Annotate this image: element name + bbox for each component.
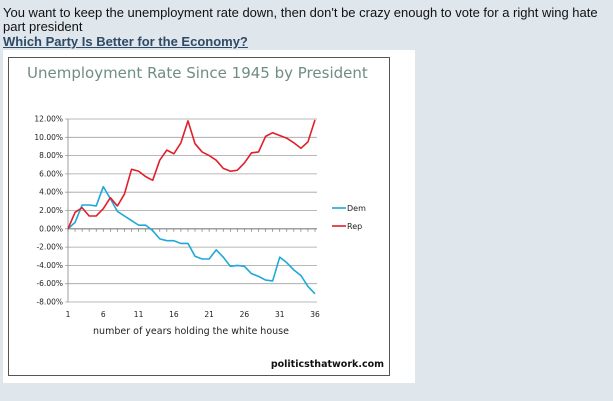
post-text: You want to keep the unemployment rate d… — [3, 5, 598, 34]
legend-label-rep: Rep — [347, 222, 362, 231]
y-tick-label: 2.00% — [39, 206, 63, 215]
x-tick-label: 21 — [204, 310, 214, 319]
chart-title: Unemployment Rate Since 1945 by Presiden… — [27, 64, 368, 82]
x-axis-label: number of years holding the white house — [93, 326, 289, 337]
x-tick-label: 36 — [310, 310, 320, 319]
y-tick-label: 8.00% — [39, 151, 63, 160]
x-tick-label: 16 — [169, 310, 179, 319]
y-tick-label: 0.00% — [39, 224, 63, 233]
article-link[interactable]: Which Party Is Better for the Economy? — [3, 34, 248, 49]
y-tick-label: -4.00% — [36, 261, 63, 270]
series-line-dem — [67, 185, 316, 295]
x-tick-label: 26 — [240, 310, 250, 319]
series-line-rep — [67, 119, 316, 230]
x-tick-label: 11 — [134, 310, 144, 319]
x-tick-label: 31 — [275, 310, 285, 319]
watermark: politicsthatwork.com — [271, 359, 384, 370]
legend-label-dem: Dem — [347, 204, 366, 213]
y-tick-label: 10.00% — [34, 133, 63, 142]
x-tick-label: 6 — [101, 310, 106, 319]
y-tick-label: -8.00% — [36, 298, 63, 307]
x-tick-label: 1 — [66, 310, 71, 319]
y-tick-label: 4.00% — [39, 188, 63, 197]
y-tick-label: -2.00% — [36, 243, 63, 252]
y-tick-label: -6.00% — [36, 279, 63, 288]
chart-frame — [8, 57, 390, 376]
y-tick-label: 6.00% — [39, 169, 63, 178]
y-tick-label: 12.00% — [34, 115, 63, 124]
